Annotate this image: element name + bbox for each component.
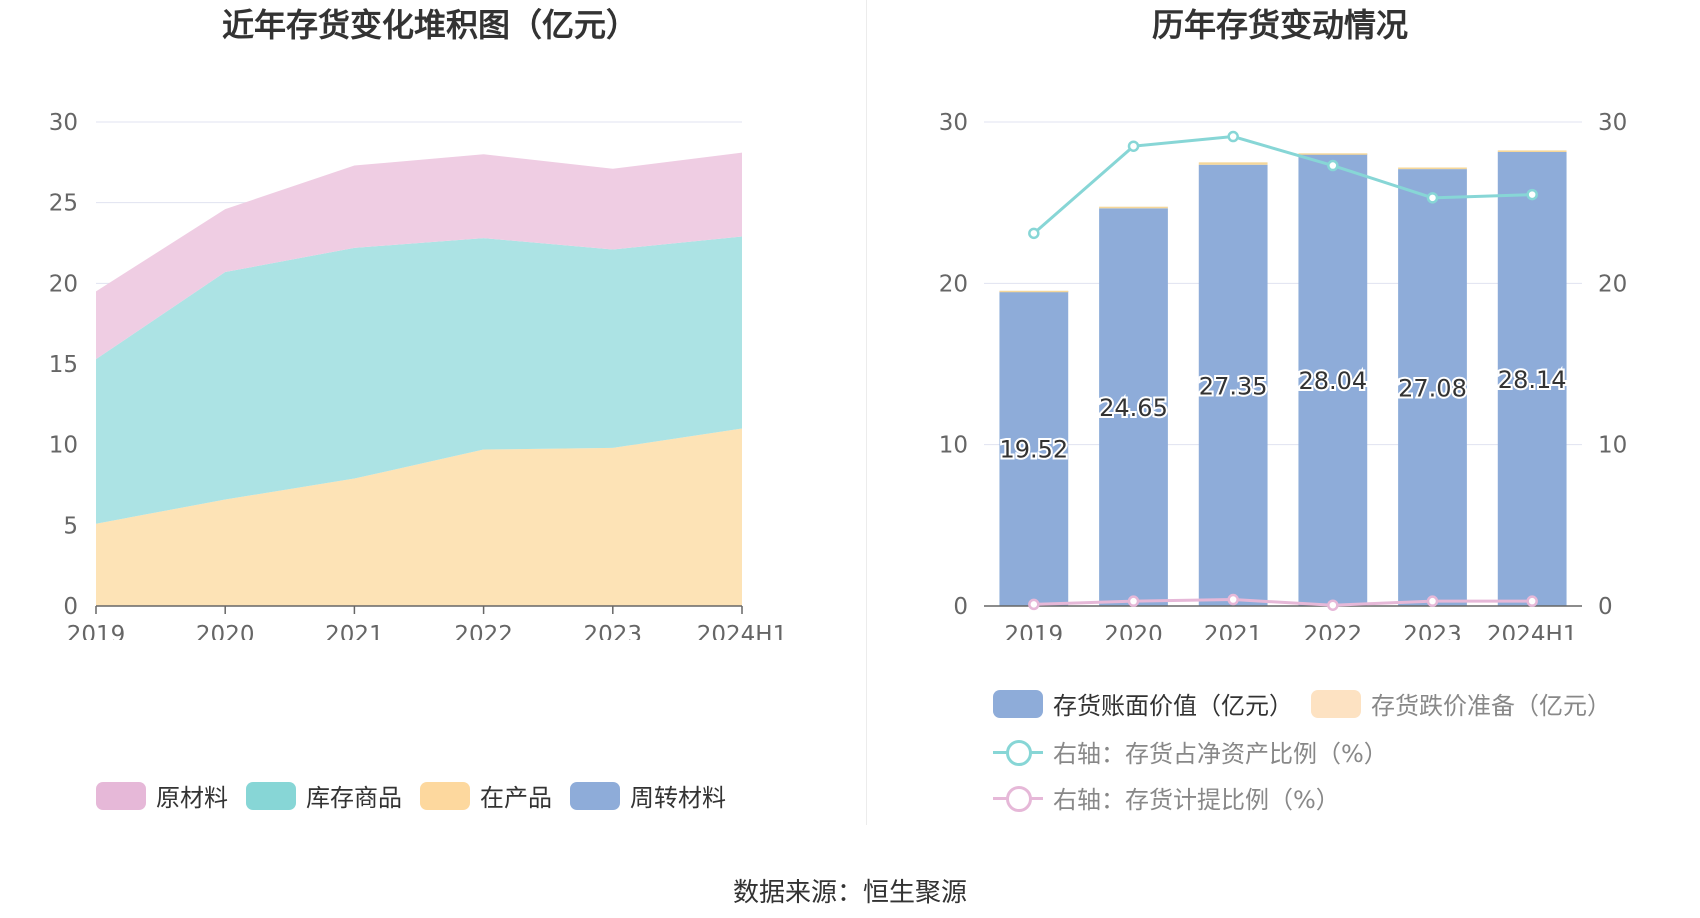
data-source-note: 数据来源：恒生聚源 bbox=[732, 878, 967, 908]
legend-item-impairment-reserve[interactable]: 存货跌价准备（亿元） bbox=[1311, 686, 1611, 721]
bar-impairment-reserve bbox=[1198, 162, 1268, 165]
legend-swatch bbox=[993, 689, 1043, 718]
bar-value-label: 28.14 bbox=[1498, 366, 1567, 394]
legend-line-swatch bbox=[993, 738, 1043, 766]
legend-item-book-value[interactable]: 存货账面价值（亿元） bbox=[993, 686, 1293, 721]
line-point bbox=[1327, 159, 1339, 172]
legend-label: 库存商品 bbox=[306, 784, 402, 812]
line-point bbox=[1028, 227, 1040, 240]
y-right-tick-label: 0 bbox=[1598, 594, 1613, 620]
bar-value-label: 19.52 bbox=[999, 436, 1068, 464]
legend-item-provision-ratio[interactable]: 右轴：存货计提比例（%） bbox=[993, 780, 1340, 815]
x-tick-label: 2019 bbox=[1005, 622, 1064, 640]
x-tick-label: 2022 bbox=[454, 622, 513, 640]
panel-divider bbox=[866, 0, 867, 825]
y-right-tick-label: 30 bbox=[1598, 110, 1627, 136]
bar-impairment-reserve bbox=[1298, 153, 1368, 155]
bar-book-value bbox=[999, 291, 1069, 606]
x-tick-label: 2021 bbox=[1204, 622, 1263, 640]
bar-book-value bbox=[1298, 153, 1368, 606]
series-line bbox=[1033, 598, 1533, 607]
x-tick-label: 2023 bbox=[584, 622, 643, 640]
legend-item-finished-goods[interactable]: 库存商品 bbox=[246, 778, 402, 813]
legend-swatch bbox=[570, 781, 620, 810]
area-band bbox=[96, 428, 742, 606]
bar-value-label: 27.08 bbox=[1398, 375, 1467, 403]
legend-label: 周转材料 bbox=[630, 784, 726, 812]
area-band bbox=[96, 152, 742, 360]
legend-label: 存货跌价准备（亿元） bbox=[1371, 692, 1611, 720]
line-point bbox=[1127, 595, 1140, 607]
bar-value-label: 27.35 bbox=[1199, 372, 1268, 400]
x-tick-label: 2020 bbox=[196, 622, 255, 640]
line-point bbox=[1426, 192, 1439, 204]
bar-value-label: 24.65 bbox=[1099, 394, 1168, 422]
line-point bbox=[1526, 595, 1538, 607]
y-left-tick-label: 30 bbox=[939, 110, 968, 136]
left-chart-title: 近年存货变化堆积图（亿元） bbox=[221, 6, 638, 44]
line-point bbox=[1426, 595, 1439, 607]
y-tick-label: 15 bbox=[49, 352, 78, 378]
legend-label: 原材料 bbox=[156, 784, 228, 812]
series-line bbox=[1032, 134, 1533, 235]
y-left-tick-label: 0 bbox=[953, 594, 968, 620]
y-tick-label: 5 bbox=[63, 513, 78, 539]
y-tick-label: 0 bbox=[63, 594, 78, 620]
legend-item-work-in-progress[interactable]: 在产品 bbox=[420, 778, 552, 813]
right-chart-legend-row-1: 存货账面价值（亿元） 存货跌价准备（亿元） bbox=[993, 686, 1629, 721]
y-tick-label: 25 bbox=[49, 191, 78, 217]
bar-impairment-reserve bbox=[999, 290, 1069, 293]
legend-item-turnover-materials[interactable]: 周转材料 bbox=[570, 778, 726, 813]
line-point bbox=[1327, 599, 1339, 611]
bar-book-value bbox=[1198, 164, 1268, 606]
right-chart-title: 历年存货变动情况 bbox=[1151, 6, 1408, 44]
line-point bbox=[1227, 130, 1239, 143]
y-tick-label: 30 bbox=[49, 110, 78, 136]
legend-line-swatch bbox=[993, 784, 1043, 812]
bar-impairment-reserve bbox=[1497, 150, 1567, 153]
legend-swatch bbox=[246, 781, 296, 810]
legend-label: 右轴：存货占净资产比例（%） bbox=[1053, 740, 1388, 768]
line-point bbox=[1526, 188, 1538, 201]
bar-book-value bbox=[1497, 152, 1567, 606]
y-tick-label: 10 bbox=[49, 433, 78, 459]
bar-book-value bbox=[1398, 169, 1467, 607]
line-point bbox=[1227, 593, 1239, 606]
bar-value-label: 28.04 bbox=[1298, 367, 1367, 395]
legend-label: 右轴：存货计提比例（%） bbox=[1053, 786, 1340, 814]
bar-book-value bbox=[1099, 208, 1168, 606]
legend-swatch bbox=[420, 781, 470, 810]
legend-swatch bbox=[1311, 689, 1361, 718]
x-tick-label: 2024H1 bbox=[1487, 622, 1577, 640]
x-tick-label: 2019 bbox=[67, 622, 126, 640]
legend-item-net-asset-ratio[interactable]: 右轴：存货占净资产比例（%） bbox=[993, 734, 1388, 769]
legend-label: 在产品 bbox=[480, 784, 552, 812]
x-tick-label: 2021 bbox=[325, 622, 384, 640]
y-left-tick-label: 20 bbox=[939, 271, 968, 297]
left-chart-legend: 原材料 库存商品 在产品 周转材料 bbox=[96, 778, 744, 813]
left-stacked-area-chart: 0 5 10 15 20 25 30 2019 2020 2021 2022 2023 2024H1 bbox=[49, 110, 788, 640]
bar-impairment-reserve bbox=[1099, 206, 1168, 209]
line-point bbox=[1127, 140, 1140, 152]
bar-impairment-reserve bbox=[1398, 167, 1467, 170]
right-chart-legend-row-3: 右轴：存货计提比例（%） bbox=[993, 780, 1358, 815]
legend-label: 存货账面价值（亿元） bbox=[1053, 692, 1293, 720]
y-right-tick-label: 10 bbox=[1598, 433, 1627, 459]
area-band bbox=[96, 236, 742, 524]
legend-swatch bbox=[96, 781, 146, 810]
y-left-tick-label: 10 bbox=[939, 433, 968, 459]
x-tick-label: 2023 bbox=[1403, 622, 1462, 640]
x-tick-label: 2022 bbox=[1304, 622, 1363, 640]
legend-item-raw-materials[interactable]: 原材料 bbox=[96, 778, 228, 813]
x-tick-label: 2024H1 bbox=[697, 622, 787, 640]
x-tick-label: 2020 bbox=[1104, 622, 1163, 640]
y-tick-label: 20 bbox=[49, 271, 78, 297]
right-chart-legend-row-2: 右轴：存货占净资产比例（%） bbox=[993, 734, 1406, 769]
right-bar-line-chart: 0 10 20 30 0 10 20 30 2019 2020 2021 2022 2023 2024H1… bbox=[939, 110, 1628, 640]
line-point bbox=[1028, 598, 1040, 611]
y-right-tick-label: 20 bbox=[1598, 271, 1627, 297]
